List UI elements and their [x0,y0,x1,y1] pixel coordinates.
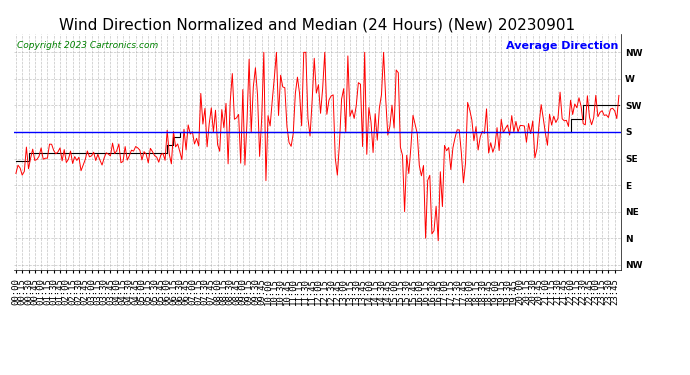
Title: Wind Direction Normalized and Median (24 Hours) (New) 20230901: Wind Direction Normalized and Median (24… [59,18,575,33]
Text: Average Direction: Average Direction [506,41,618,51]
Text: Copyright 2023 Cartronics.com: Copyright 2023 Cartronics.com [17,41,158,50]
